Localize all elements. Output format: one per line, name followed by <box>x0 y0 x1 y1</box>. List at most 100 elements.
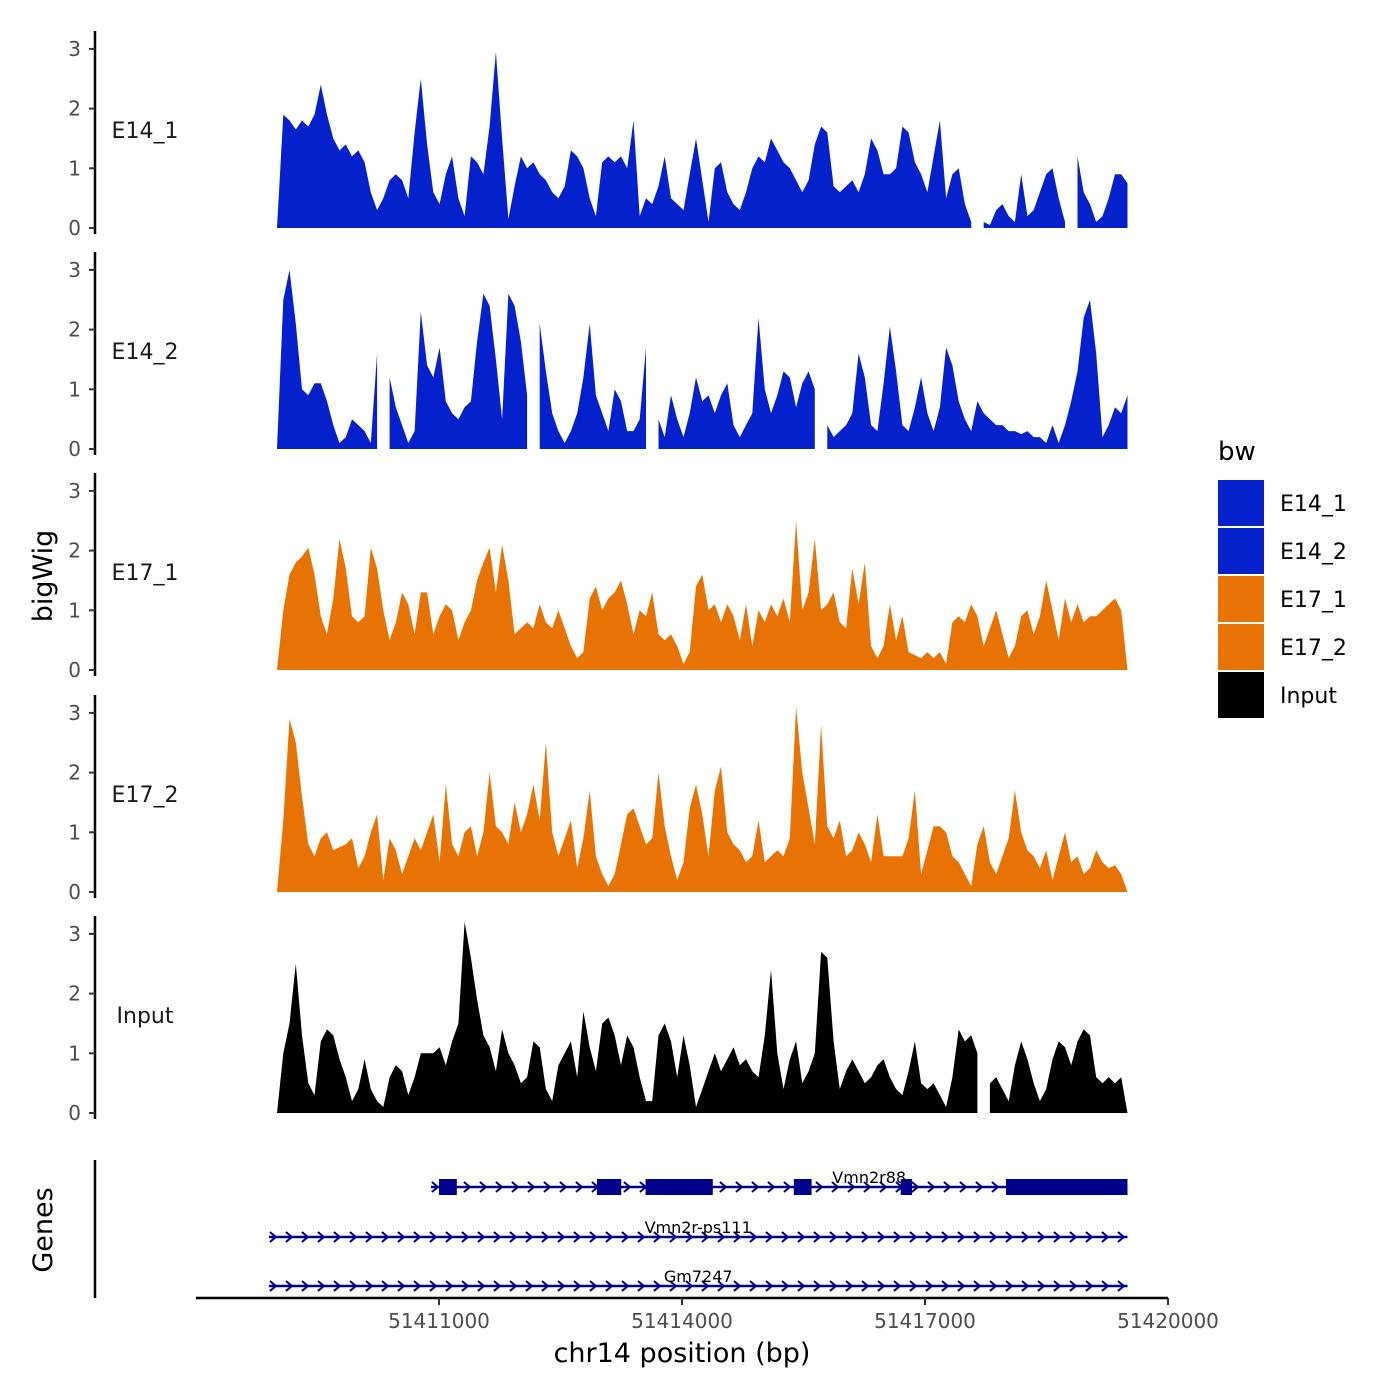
strand-arrow <box>959 1181 968 1193</box>
strand-arrow <box>1101 1231 1110 1243</box>
strand-arrow <box>845 1280 854 1292</box>
strand-arrow <box>349 1280 358 1292</box>
coverage-area <box>539 323 646 449</box>
track-label: E14_1 <box>112 119 179 144</box>
legend-swatch <box>1218 672 1264 718</box>
strand-arrow <box>541 1231 550 1243</box>
strand-arrow <box>493 1231 502 1243</box>
y-tick-label: 2 <box>68 982 81 1006</box>
y-tick-label: 0 <box>68 1101 81 1125</box>
strand-arrow <box>685 1280 694 1292</box>
y-axis-title: bigWig <box>28 530 59 623</box>
y-tick-label: 1 <box>68 156 81 180</box>
legend-swatch <box>1218 480 1264 526</box>
legend-swatch <box>1218 624 1264 670</box>
strand-arrow <box>767 1181 776 1193</box>
strand-arrow <box>701 1231 710 1243</box>
strand-arrow <box>1053 1280 1062 1292</box>
strand-arrow <box>413 1231 422 1243</box>
track-label: E17_1 <box>112 561 179 586</box>
strand-arrow <box>317 1231 326 1243</box>
strand-arrow <box>445 1280 454 1292</box>
legend: E14_1 E14_2 E17_1 E17_2 Input <box>1218 480 1347 718</box>
strand-arrow <box>1117 1231 1126 1243</box>
strand-arrow <box>365 1231 374 1243</box>
strand-arrow <box>573 1280 582 1292</box>
coverage-area <box>989 1029 1128 1113</box>
strand-arrow <box>941 1231 950 1243</box>
coverage-area <box>827 299 1128 449</box>
strand-arrow <box>829 1231 838 1243</box>
strand-arrow <box>541 1280 550 1292</box>
y-tick-label: 3 <box>68 701 81 725</box>
track-label: Input <box>117 1004 174 1029</box>
strand-arrow <box>525 1231 534 1243</box>
strand-arrow <box>717 1280 726 1292</box>
legend-label: E14_1 <box>1280 492 1347 517</box>
strand-arrow <box>543 1181 552 1193</box>
exon-block <box>645 1179 713 1195</box>
strand-arrow <box>781 1231 790 1243</box>
strand-arrow <box>623 1181 632 1193</box>
strand-arrow <box>861 1231 870 1243</box>
strand-arrow <box>783 1181 792 1193</box>
track-label: E14_2 <box>112 340 179 365</box>
strand-arrow <box>925 1231 934 1243</box>
strand-arrow <box>943 1181 952 1193</box>
legend-label: E17_2 <box>1280 636 1347 661</box>
strand-arrow <box>717 1231 726 1243</box>
strand-arrow <box>557 1231 566 1243</box>
gene-label: Gm7247 <box>664 1267 733 1286</box>
track-E17_2: 0 1 2 3 E17_2 <box>68 695 1128 904</box>
x-tick-label: 51420000 <box>1117 1309 1219 1333</box>
strand-arrow <box>751 1181 760 1193</box>
strand-arrow <box>381 1231 390 1243</box>
strand-arrow <box>973 1231 982 1243</box>
strand-arrow <box>495 1181 504 1193</box>
x-tick-label: 51411000 <box>388 1309 490 1333</box>
strand-arrow <box>589 1280 598 1292</box>
exon-block <box>596 1179 622 1195</box>
strand-arrow <box>479 1181 488 1193</box>
strand-arrow <box>1101 1280 1110 1292</box>
gene-track: Vmn2r88 Vmn2r-ps111 Gm7247 <box>93 1160 1128 1298</box>
strand-arrow <box>397 1280 406 1292</box>
strand-arrow <box>831 1181 840 1193</box>
strand-arrow <box>989 1280 998 1292</box>
strand-arrow <box>685 1231 694 1243</box>
strand-arrow <box>621 1231 630 1243</box>
strand-arrow <box>509 1280 518 1292</box>
strand-arrow <box>877 1280 886 1292</box>
coverage-area <box>277 520 1128 670</box>
strand-arrow <box>863 1181 872 1193</box>
y-tick-label: 2 <box>68 97 81 121</box>
coverage-area <box>277 706 1128 892</box>
strand-arrow <box>765 1231 774 1243</box>
strand-arrow <box>461 1280 470 1292</box>
strand-arrow <box>813 1231 822 1243</box>
strand-arrow <box>557 1280 566 1292</box>
y-tick-label: 1 <box>68 598 81 622</box>
strand-arrow <box>1117 1280 1126 1292</box>
legend-swatch <box>1218 528 1264 574</box>
strand-arrow <box>285 1231 294 1243</box>
y-tick-label: 2 <box>68 318 81 342</box>
y-tick-label: 0 <box>68 658 81 682</box>
strand-arrow <box>765 1280 774 1292</box>
strand-arrow <box>461 1231 470 1243</box>
track-label: E17_2 <box>112 783 179 808</box>
strand-arrow <box>605 1280 614 1292</box>
strand-arrow <box>1021 1231 1030 1243</box>
strand-arrow <box>893 1231 902 1243</box>
strand-arrow <box>365 1280 374 1292</box>
strand-arrow <box>749 1280 758 1292</box>
track-E17_1: 0 1 2 3 E17_1 <box>68 473 1128 682</box>
y-tick-label: 1 <box>68 1041 81 1065</box>
strand-arrow <box>493 1280 502 1292</box>
strand-arrow <box>749 1231 758 1243</box>
legend-label: E14_2 <box>1280 540 1347 565</box>
strand-arrow <box>285 1280 294 1292</box>
strand-arrow <box>301 1280 310 1292</box>
strand-arrow <box>605 1231 614 1243</box>
x-axis-title: chr14 position (bp) <box>554 1338 811 1369</box>
